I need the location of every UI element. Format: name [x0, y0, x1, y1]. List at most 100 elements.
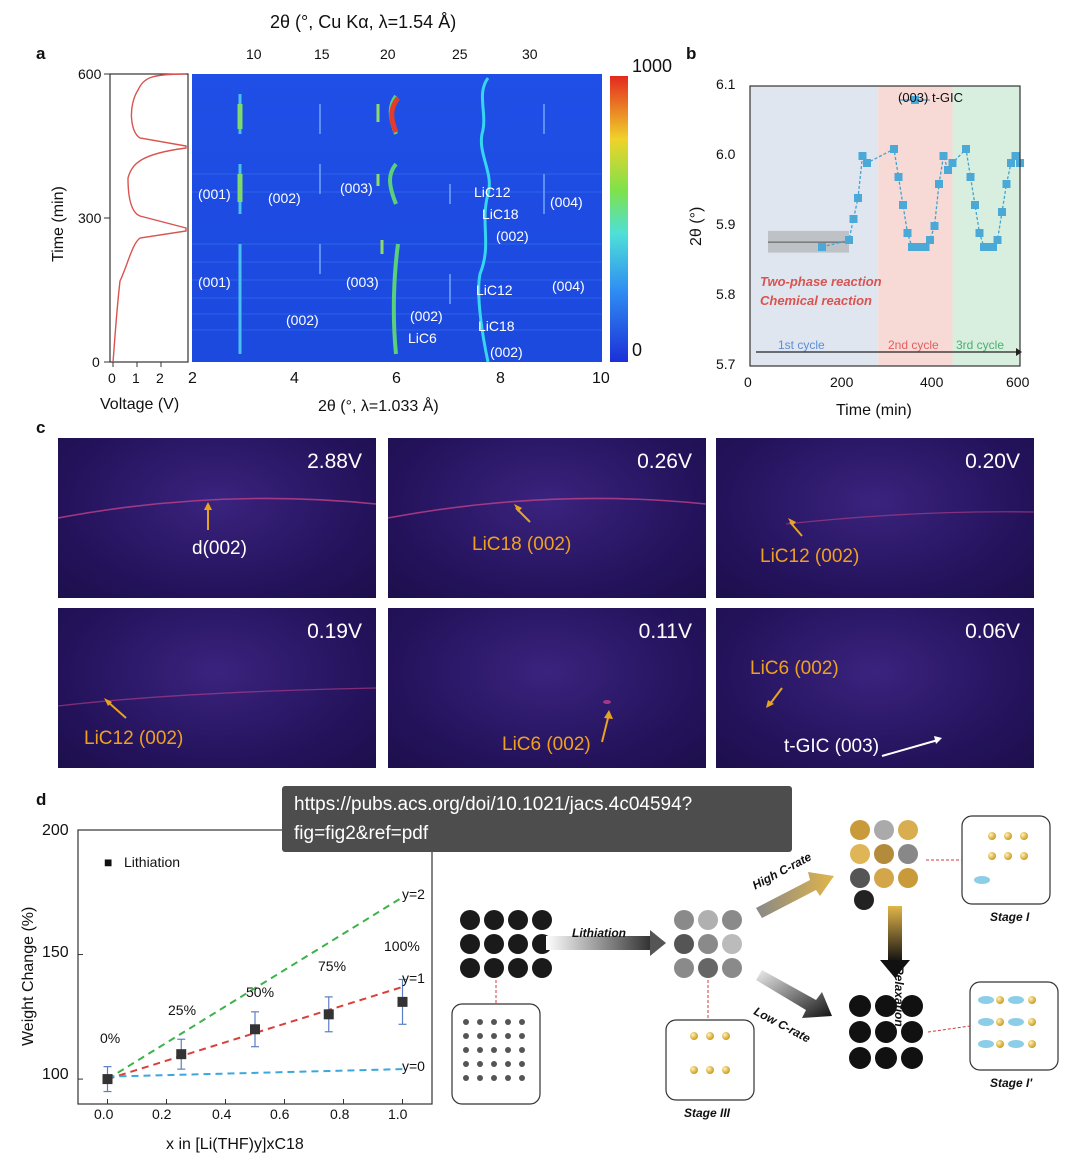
panel-b-ytick-5.9: 5.9: [716, 216, 736, 232]
top-tick-20: 20: [380, 46, 396, 62]
t-gic-point: [962, 145, 970, 153]
panel-a-top-axis-title: 2θ (°, Cu Kα, λ=1.54 Å): [270, 12, 457, 32]
heatmap-label-002-bottom-right: (002): [490, 344, 523, 360]
micrograph-3: 0.20V LiC12 (002): [716, 438, 1034, 598]
colorbar-max: 1000: [632, 56, 673, 76]
t-gic-point: [971, 201, 979, 209]
top-tick-25: 25: [452, 46, 468, 62]
micrograph-6: 0.06V LiC6 (002) t-GIC (003): [716, 608, 1034, 768]
panel-b-cycle3: 3rd cycle: [956, 338, 1005, 352]
voltage-xtick-0: 0: [108, 370, 116, 386]
bottom-tick-4: 4: [290, 370, 299, 387]
t-gic-point: [1011, 152, 1020, 160]
panel-b-xtick-400: 400: [920, 374, 944, 390]
heatmap-label-003-bottom: (003): [346, 274, 379, 290]
micrograph-5: 0.11V LiC6 (002): [388, 608, 706, 768]
schematic-relaxation-label: Relaxation: [892, 966, 906, 1027]
panel-d-ytick-150: 150: [42, 944, 69, 961]
micrograph-1-voltage: 2.88V: [307, 450, 362, 473]
panel-b-xlabel: Time (min): [836, 402, 912, 419]
t-gic-point: [1002, 180, 1011, 188]
url-tooltip-line2: fig=fig2&ref=pdf: [294, 823, 429, 844]
micrograph-4: 0.19V LiC12 (002): [58, 608, 376, 768]
voltage-xtick-2: 2: [156, 370, 164, 386]
panel-b-legend-label: (003) t-GIC: [898, 90, 964, 105]
cycle-arrow-head: [1016, 348, 1022, 356]
voltage-time-plot: [104, 73, 189, 367]
heatmap-label-lic18-bottom: LiC18: [478, 318, 515, 334]
panel-d-legend-label: Lithiation: [124, 854, 181, 870]
panel-d-pct-0: 0%: [100, 1030, 121, 1046]
t-gic-point: [980, 243, 988, 251]
panel-d-y1-line: [107, 985, 403, 1081]
t-gic-point: [1007, 159, 1015, 167]
top-tick-30: 30: [522, 46, 538, 62]
t-gic-point: [849, 215, 858, 223]
panel-d-pct-25: 25%: [168, 1002, 197, 1018]
micrograph-6-label-lic6: LiC6 (002): [750, 658, 839, 679]
bottom-tick-6: 6: [392, 370, 401, 387]
heatmap-label-002-top-right: (002): [496, 228, 529, 244]
panel-d-ylabel: Weight Change (%): [20, 906, 37, 1046]
micrograph-4-label: LiC12 (002): [84, 728, 184, 749]
panel-label-c: c: [36, 418, 46, 437]
t-gic-point: [939, 152, 948, 160]
micrograph-1-label: d(002): [192, 538, 247, 559]
panel-b-ytick-6.0: 6.0: [716, 146, 736, 162]
t-gic-point: [935, 180, 943, 188]
heatmap-label-lic12-top: LiC12: [474, 184, 511, 200]
voltage-ytick-300: 300: [78, 210, 102, 226]
micrograph-3-voltage: 0.20V: [965, 450, 1020, 473]
panel-b-text-two-phase: Two-phase reaction: [760, 274, 882, 289]
panel-d-xtick-0.6: 0.6: [270, 1106, 290, 1122]
t-gic-point: [912, 243, 921, 251]
t-gic-point: [863, 159, 871, 167]
heatmap-label-001-top: (001): [198, 186, 231, 202]
heatmap-label-002-bottom: (002): [286, 312, 319, 328]
panel-d-ytick-100: 100: [42, 1066, 69, 1083]
lithiation-point: [323, 1009, 334, 1020]
micrograph-2: 0.26V LiC18 (002): [388, 438, 706, 598]
heatmap-label-lic12-bottom: LiC12: [476, 282, 513, 298]
lithiation-schematic: [451, 815, 1059, 1105]
panel-d-pct-75: 75%: [318, 958, 347, 974]
panel-d-ytick-200: 200: [42, 822, 69, 839]
cycle1-band: [750, 86, 879, 366]
voltage-ytick-600: 600: [78, 66, 102, 82]
panel-label-b: b: [686, 44, 697, 63]
t-gic-point: [966, 173, 975, 181]
panel-d-chart: [77, 829, 433, 1105]
voltage-ytick-0: 0: [92, 354, 100, 370]
panel-b-ytick-6.1: 6.1: [716, 76, 736, 92]
top-tick-10: 10: [246, 46, 262, 62]
panel-d-y2-line: [106, 896, 404, 1080]
panel-a-bottom-axis-title: 2θ (°, λ=1.033 Å): [318, 398, 439, 415]
t-gic-point: [944, 166, 952, 174]
micrograph-6-label-tgic: t-GIC (003): [784, 736, 880, 757]
t-gic-point: [894, 173, 903, 181]
panel-d-xtick-0.0: 0.0: [94, 1106, 114, 1122]
panel-b-xtick-200: 200: [830, 374, 854, 390]
panel-d-pct-50: 50%: [246, 984, 275, 1000]
xrd-heatmap: [192, 74, 602, 363]
micrograph-2-voltage: 0.26V: [637, 450, 692, 473]
lithiation-point: [397, 996, 408, 1007]
panel-d-frame: [77, 829, 433, 1105]
panel-d-xtick-1.0: 1.0: [388, 1106, 408, 1122]
t-gic-point: [948, 159, 957, 167]
t-gic-point: [854, 194, 862, 202]
t-gic-point: [917, 243, 925, 251]
heatmap-label-003-top: (003): [340, 180, 373, 196]
t-gic-point: [984, 243, 993, 251]
panel-b-ytick-5.8: 5.8: [716, 286, 736, 302]
schematic-stage1p-label: Stage I': [990, 1076, 1033, 1090]
cycle3-band: [952, 86, 1020, 366]
micrograph-5-label: LiC6 (002): [502, 734, 591, 755]
t-gic-point: [989, 243, 997, 251]
schematic-lithiation-label: Lithiation: [572, 926, 626, 940]
panel-b-xtick-0: 0: [744, 374, 752, 390]
micrograph-4-voltage: 0.19V: [307, 620, 362, 643]
colorbar: [610, 76, 628, 362]
heatmap-label-lic18-top: LiC18: [482, 206, 519, 222]
panel-label-d: d: [36, 790, 47, 809]
